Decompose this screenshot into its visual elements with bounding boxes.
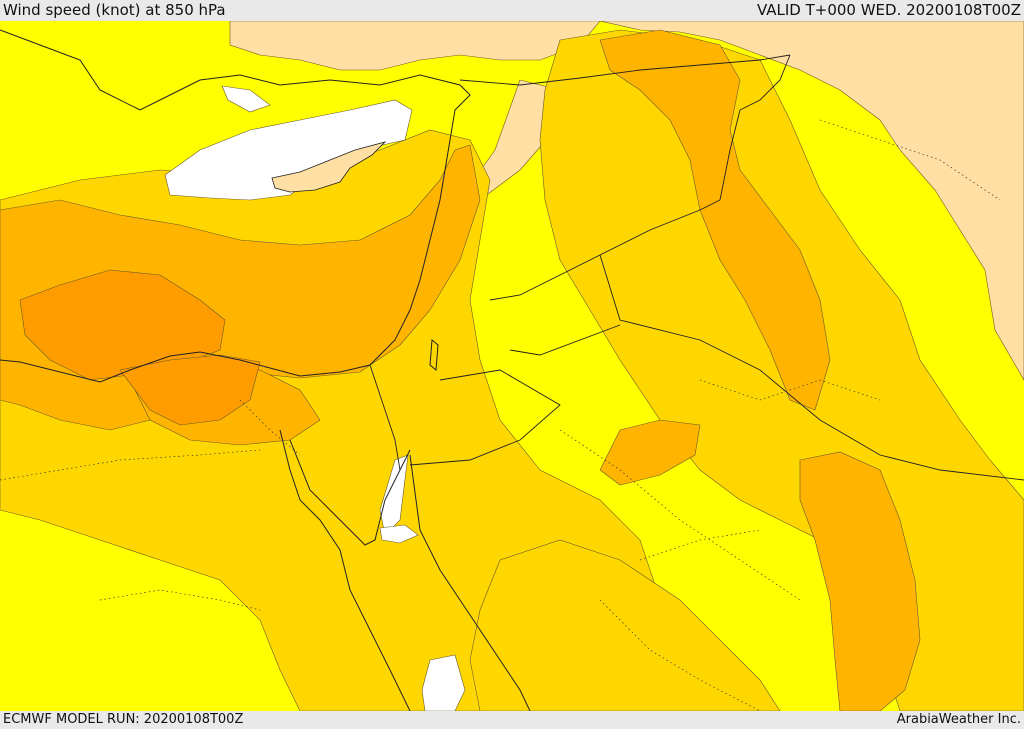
valid-time: VALID T+000 WED. 20200108T00Z bbox=[756, 1, 1021, 19]
brand-label: ArabiaWeather Inc. bbox=[896, 712, 1021, 727]
map-title: Wind speed (knot) at 850 hPa bbox=[3, 1, 226, 19]
calm-zone-northeast bbox=[599, 21, 1024, 381]
strong-wind-syria-iraq bbox=[599, 29, 831, 411]
wind-band-south bbox=[469, 539, 781, 711]
calm-white-cyprus-area bbox=[164, 99, 413, 201]
map-header: Wind speed (knot) at 850 hPa VALID T+000… bbox=[0, 0, 1024, 21]
max-wind-core bbox=[19, 269, 226, 381]
country-borders bbox=[369, 54, 1024, 481]
max-wind-core-coast bbox=[119, 354, 261, 426]
admin-boundaries bbox=[0, 119, 1001, 711]
calm-white-red-sea bbox=[421, 654, 466, 711]
wind-speed-map bbox=[0, 21, 1024, 711]
dead-sea bbox=[429, 338, 439, 372]
sinai-coastline bbox=[289, 439, 411, 546]
red-sea-coastline-west bbox=[279, 429, 411, 711]
strong-wind-saudi-east bbox=[799, 451, 921, 711]
saudi-coastline bbox=[409, 454, 531, 711]
mediterranean-coastline bbox=[0, 29, 471, 383]
strong-wind-jordan bbox=[599, 419, 701, 486]
model-run-label: ECMWF MODEL RUN: 20200108T00Z bbox=[3, 712, 244, 727]
cyprus-island bbox=[271, 141, 387, 193]
calm-white-sinai-tip bbox=[379, 524, 419, 544]
calm-white-north-coast bbox=[221, 85, 271, 113]
map-footer: ECMWF MODEL RUN: 20200108T00Z ArabiaWeat… bbox=[0, 711, 1024, 729]
